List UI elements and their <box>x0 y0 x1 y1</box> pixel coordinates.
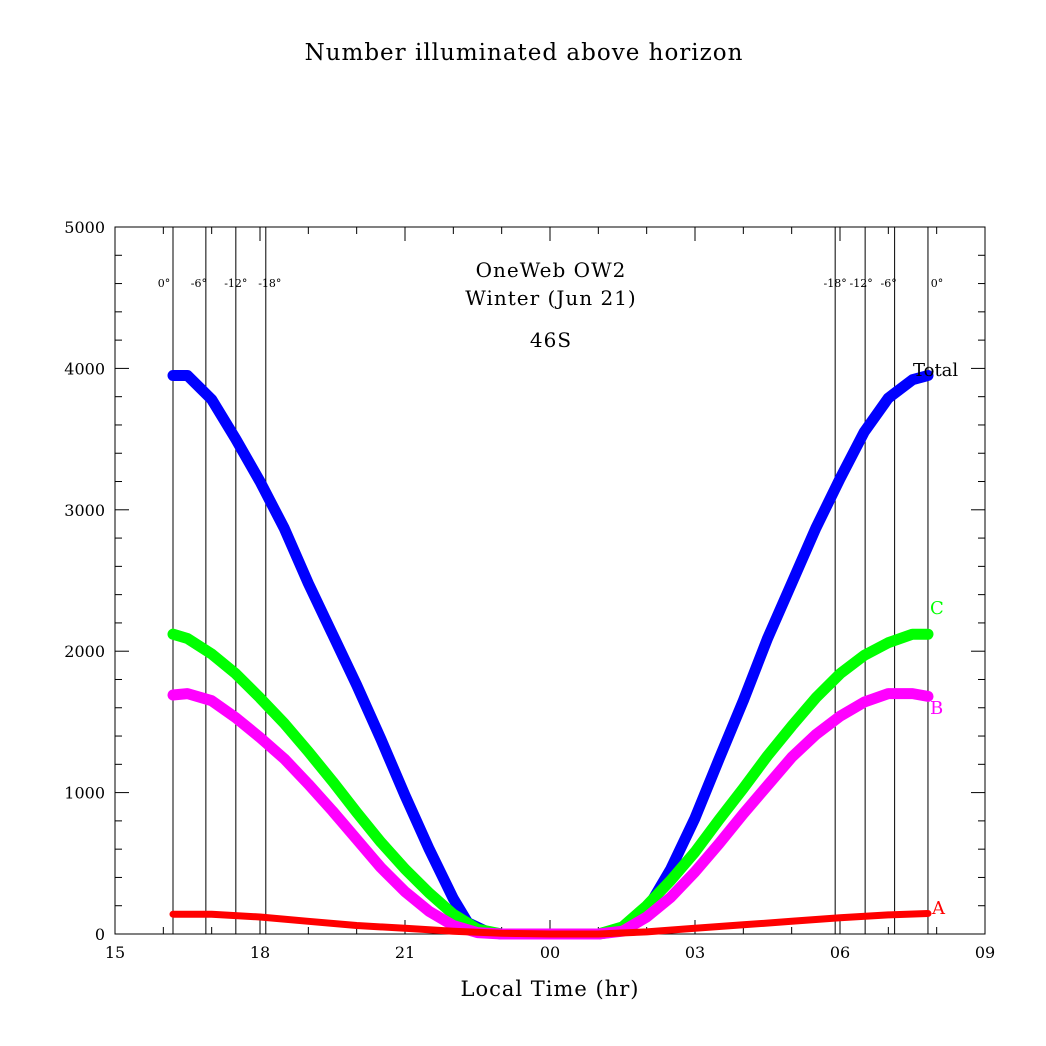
series-layer <box>167 370 934 940</box>
x-tick-label: 06 <box>830 943 850 962</box>
x-axis-label: Local Time (hr) <box>461 977 640 1001</box>
series-line-c <box>167 628 934 940</box>
sun-elevation-label: 0° <box>158 277 171 290</box>
sun-elevation-label: -6° <box>881 277 897 290</box>
sun-elevation-label: -6° <box>191 277 207 290</box>
x-tick-labels: 15 18 21 00 03 06 09 <box>105 943 995 962</box>
y-tick-label: 1000 <box>64 784 105 803</box>
y-tick-label: 4000 <box>64 359 105 378</box>
sun-elevation-label: 0° <box>931 277 944 290</box>
y-tick-label: 3000 <box>64 501 105 520</box>
annotation-season: Winter (Jun 21) <box>465 286 636 310</box>
sun-elevation-label: -12° <box>224 277 247 290</box>
y-tick-label: 5000 <box>64 218 105 237</box>
annotation-latitude: 46S <box>530 328 572 352</box>
chart-title: Number illuminated above horizon <box>305 40 744 66</box>
x-tick-label: 03 <box>685 943 705 962</box>
y-tick-label: 2000 <box>64 642 105 661</box>
x-tick-label: 15 <box>105 943 125 962</box>
x-tick-label: 18 <box>250 943 270 962</box>
annotation-constellation: OneWeb OW2 <box>476 258 627 282</box>
series-label-total: Total <box>913 360 958 381</box>
x-tick-label: 21 <box>395 943 415 962</box>
series-label-c: C <box>930 598 944 619</box>
sun-elevation-label: -18° <box>824 277 847 290</box>
sun-lines: 0° -6° -12° -18° -18° -12° -6° 0° <box>158 227 943 934</box>
series-line-total <box>167 370 934 940</box>
series-label-b: B <box>930 698 943 719</box>
series-line-a <box>169 910 932 938</box>
sun-elevation-label: -12° <box>850 277 873 290</box>
x-tick-label: 00 <box>540 943 560 962</box>
y-tick-labels: 0 1000 2000 3000 4000 5000 <box>64 218 105 944</box>
y-tick-label: 0 <box>95 925 105 944</box>
series-labels: Total C B A <box>913 360 958 919</box>
x-tick-label: 09 <box>975 943 995 962</box>
series-label-a: A <box>931 898 946 919</box>
sun-elevation-label: -18° <box>258 277 281 290</box>
